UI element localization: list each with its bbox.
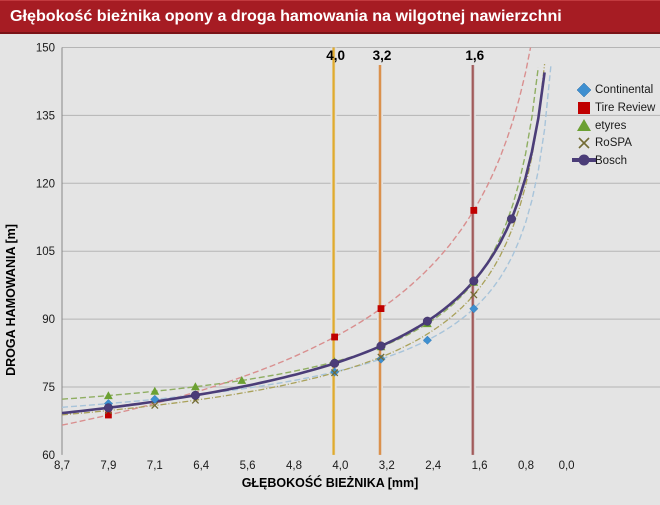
svg-text:Bosch: Bosch xyxy=(595,155,627,167)
svg-text:3,2: 3,2 xyxy=(379,460,395,472)
svg-text:150: 150 xyxy=(36,43,55,55)
svg-text:4,0: 4,0 xyxy=(332,460,348,472)
svg-text:etyres: etyres xyxy=(595,120,627,132)
svg-text:2,4: 2,4 xyxy=(425,460,442,472)
svg-text:8,7: 8,7 xyxy=(54,460,70,472)
svg-text:135: 135 xyxy=(36,110,55,122)
svg-text:4,8: 4,8 xyxy=(286,460,302,472)
svg-text:120: 120 xyxy=(36,178,55,190)
svg-text:DROGA HAMOWANIA [m]: DROGA HAMOWANIA [m] xyxy=(4,224,18,376)
svg-text:105: 105 xyxy=(36,246,55,258)
svg-text:GŁĘBOKOŚĆ BIEŻNIKA [mm]: GŁĘBOKOŚĆ BIEŻNIKA [mm] xyxy=(242,475,419,490)
svg-text:4,0: 4,0 xyxy=(326,48,345,63)
svg-text:7,9: 7,9 xyxy=(100,460,116,472)
svg-text:75: 75 xyxy=(42,382,55,394)
svg-text:90: 90 xyxy=(42,314,55,326)
svg-text:Continental: Continental xyxy=(595,84,653,96)
svg-text:RoSPA: RoSPA xyxy=(595,137,632,149)
svg-text:0,8: 0,8 xyxy=(518,460,534,472)
svg-text:1,6: 1,6 xyxy=(472,460,488,472)
svg-text:6,4: 6,4 xyxy=(193,460,210,472)
svg-text:Tire Review: Tire Review xyxy=(595,102,656,114)
svg-text:0,0: 0,0 xyxy=(559,460,575,472)
svg-text:1,6: 1,6 xyxy=(465,48,484,63)
svg-text:5,6: 5,6 xyxy=(240,460,256,472)
svg-text:7,1: 7,1 xyxy=(147,460,163,472)
svg-text:3,2: 3,2 xyxy=(373,48,392,63)
